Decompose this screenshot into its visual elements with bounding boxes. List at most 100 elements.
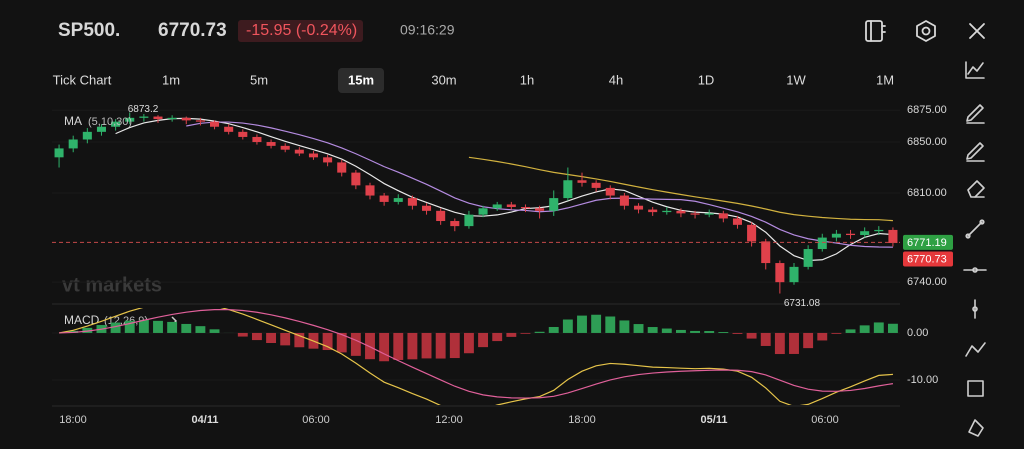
price: 6770.73 [158,20,227,41]
candle-body [238,131,248,137]
timeframe-tab[interactable]: 15m [348,72,374,87]
candle-body [775,263,785,283]
price-tag [903,251,953,267]
clock: 09:16:29 [400,22,455,38]
candle-body [662,210,672,213]
macd-histogram-bar [365,332,375,360]
candle-body [82,131,92,140]
y-tick-label: -10.00 [907,374,938,386]
eraser-tool[interactable] [967,180,985,198]
toolbar [963,61,987,437]
candle-body [803,249,813,267]
candle-body [294,149,304,154]
macd-histogram-bar [350,332,361,356]
candle-body [337,162,347,173]
y-tick-label: 6810.00 [907,187,947,199]
brush-tool[interactable] [966,142,985,162]
macd-histogram-bar [393,332,404,360]
candle-body [464,214,474,227]
macd-histogram-bar [760,332,771,346]
candle-body [308,153,318,158]
candle-body [224,126,234,132]
chart-type-tool[interactable] [965,61,985,79]
candle-body [605,187,615,196]
candle-body [761,241,771,264]
candle-body [634,205,644,210]
price-pane [54,112,898,294]
timeframe-tab[interactable]: 5m [250,72,268,87]
macd-histogram-bar [577,315,587,333]
timeframe-tab[interactable]: 1W [786,72,806,87]
price-tag [903,234,953,250]
low-label: 6731.08 [784,298,821,309]
macd-histogram-bar [478,332,489,348]
macd-histogram-bar [167,321,178,333]
macd-histogram-bar [280,332,291,346]
timeframe-tab[interactable]: 1M [876,72,894,87]
candle-body [563,180,573,199]
timeframe-tab[interactable]: 1h [520,72,534,87]
candle-body [436,210,446,222]
symbol: SP500. [58,20,120,41]
candle-body [648,209,658,213]
macd-histogram-bar [181,323,192,333]
macd-histogram-bar [336,332,347,353]
polygon-tool[interactable] [968,419,984,437]
macd-histogram-bar [732,332,743,334]
candle-body [351,172,361,186]
candle-body [704,213,714,215]
rect-tool[interactable] [967,380,984,397]
macd-histogram-bar [690,330,701,333]
book-icon[interactable] [865,20,886,42]
y-tick-label: 0.00 [907,327,928,339]
macd-histogram-bar [605,316,616,333]
candle-body [478,208,488,215]
macd-histogram-bar [633,324,644,333]
macd-histogram-bar [803,332,814,349]
trendline-tool[interactable] [965,219,985,239]
x-tick-label: 04/11 [192,414,219,426]
timeframe-tab[interactable]: 4h [609,72,623,87]
timeframe-tab[interactable]: 1m [162,72,180,87]
settings-icon[interactable] [916,20,936,42]
timeframe-tab[interactable]: 1D [698,72,715,87]
candle-body [195,120,205,122]
path-tool[interactable] [965,342,986,357]
candle-body [860,231,870,236]
close-button[interactable] [969,23,985,39]
hline-tool[interactable] [963,267,987,273]
ma-line [115,117,893,262]
macd-histogram-bar [294,332,305,348]
candle-body [492,204,502,209]
macd-histogram-bar [647,327,658,333]
x-tick-label: 06:00 [811,414,839,426]
signal-line [59,308,894,399]
candle-body [422,205,432,211]
macd-histogram-bar [831,332,842,334]
candle-body [549,198,559,211]
macd-histogram-bar [873,322,884,333]
macd-histogram-bar [322,332,333,351]
vline-tool[interactable] [972,299,978,319]
macd-line [58,308,893,405]
macd-histogram-bar [859,325,870,333]
macd-histogram-bar [675,329,686,333]
macd-histogram-bar [435,332,446,359]
candle-body [125,117,135,122]
macd-histogram-bar [379,332,390,362]
macd-histogram-bar [110,322,121,333]
change: -15.95 (-0.24%) [246,22,357,39]
candle-body [266,142,276,146]
pen-tool[interactable] [966,104,985,124]
macd-histogram-bar [138,319,149,333]
high-label: 6873.2 [128,104,159,115]
timeframe-tab[interactable]: 30m [431,72,456,87]
candle-body [139,116,149,118]
timeframe-tab[interactable]: Tick Chart [53,72,112,87]
ma-line [468,156,893,222]
macd-histogram-bar [82,327,93,333]
x-tick-label: 12:00 [435,414,463,426]
macd-histogram-bar [506,332,517,337]
candle-body [252,136,262,143]
candle-body [54,148,64,158]
